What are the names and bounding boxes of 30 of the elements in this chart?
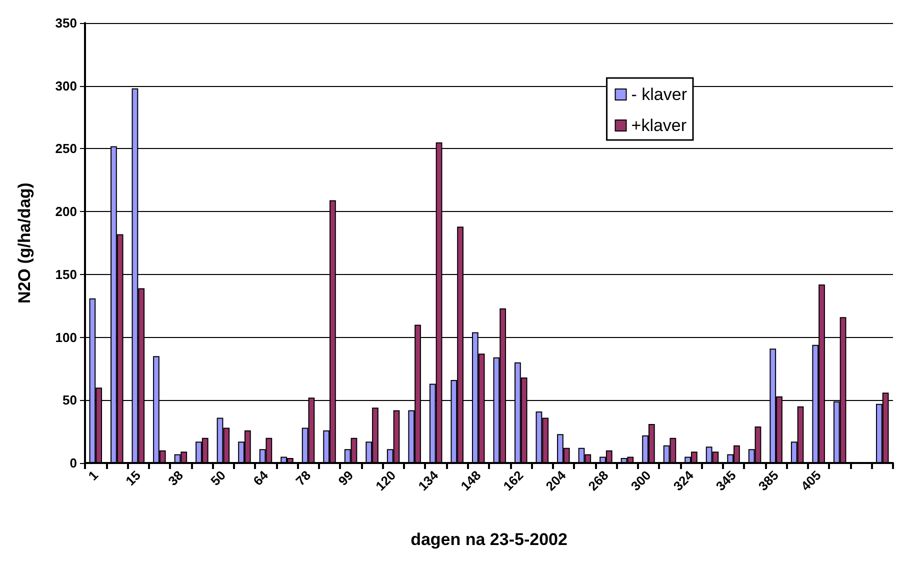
x-tick-label: 268 — [585, 468, 612, 494]
y-tick-label: 50 — [62, 392, 77, 408]
x-tick-label: 15 — [122, 468, 144, 489]
y-tick-label: 350 — [55, 16, 77, 30]
y-tick-label: 150 — [55, 266, 77, 282]
x-tick-label: 204 — [542, 467, 570, 494]
x-tick-label: 38 — [165, 468, 186, 489]
y-tick-label: 300 — [55, 78, 77, 94]
x-tick-label: 134 — [415, 467, 442, 494]
x-tick-label: 405 — [798, 468, 824, 494]
x-tick-label: 50 — [208, 468, 229, 489]
x-axis-title: dagen na 23-5-2002 — [410, 530, 568, 549]
y-tick-label: 100 — [55, 330, 77, 345]
x-tick-label: 120 — [372, 468, 399, 494]
y-tick-label: 200 — [55, 204, 77, 220]
y-axis-title: N2O (g/ha/dag) — [15, 182, 34, 304]
y-tick-label: 0 — [70, 456, 77, 470]
x-tick-label: 324 — [670, 467, 697, 494]
x-tick-label: 345 — [712, 468, 739, 494]
x-tick-label: 162 — [500, 468, 526, 494]
y-tick-label: 250 — [55, 141, 77, 156]
x-tick-label: 385 — [755, 468, 782, 494]
legend-label: +klaver — [631, 116, 687, 135]
x-tick-label: 99 — [335, 468, 356, 489]
x-tick-label: 78 — [292, 468, 314, 489]
x-tick-label: 300 — [628, 468, 654, 494]
x-tick-label: 64 — [250, 467, 272, 489]
x-tick-label: 148 — [458, 468, 484, 494]
legend-label: - klaver — [631, 85, 688, 104]
x-tick-label: 1 — [85, 468, 101, 484]
